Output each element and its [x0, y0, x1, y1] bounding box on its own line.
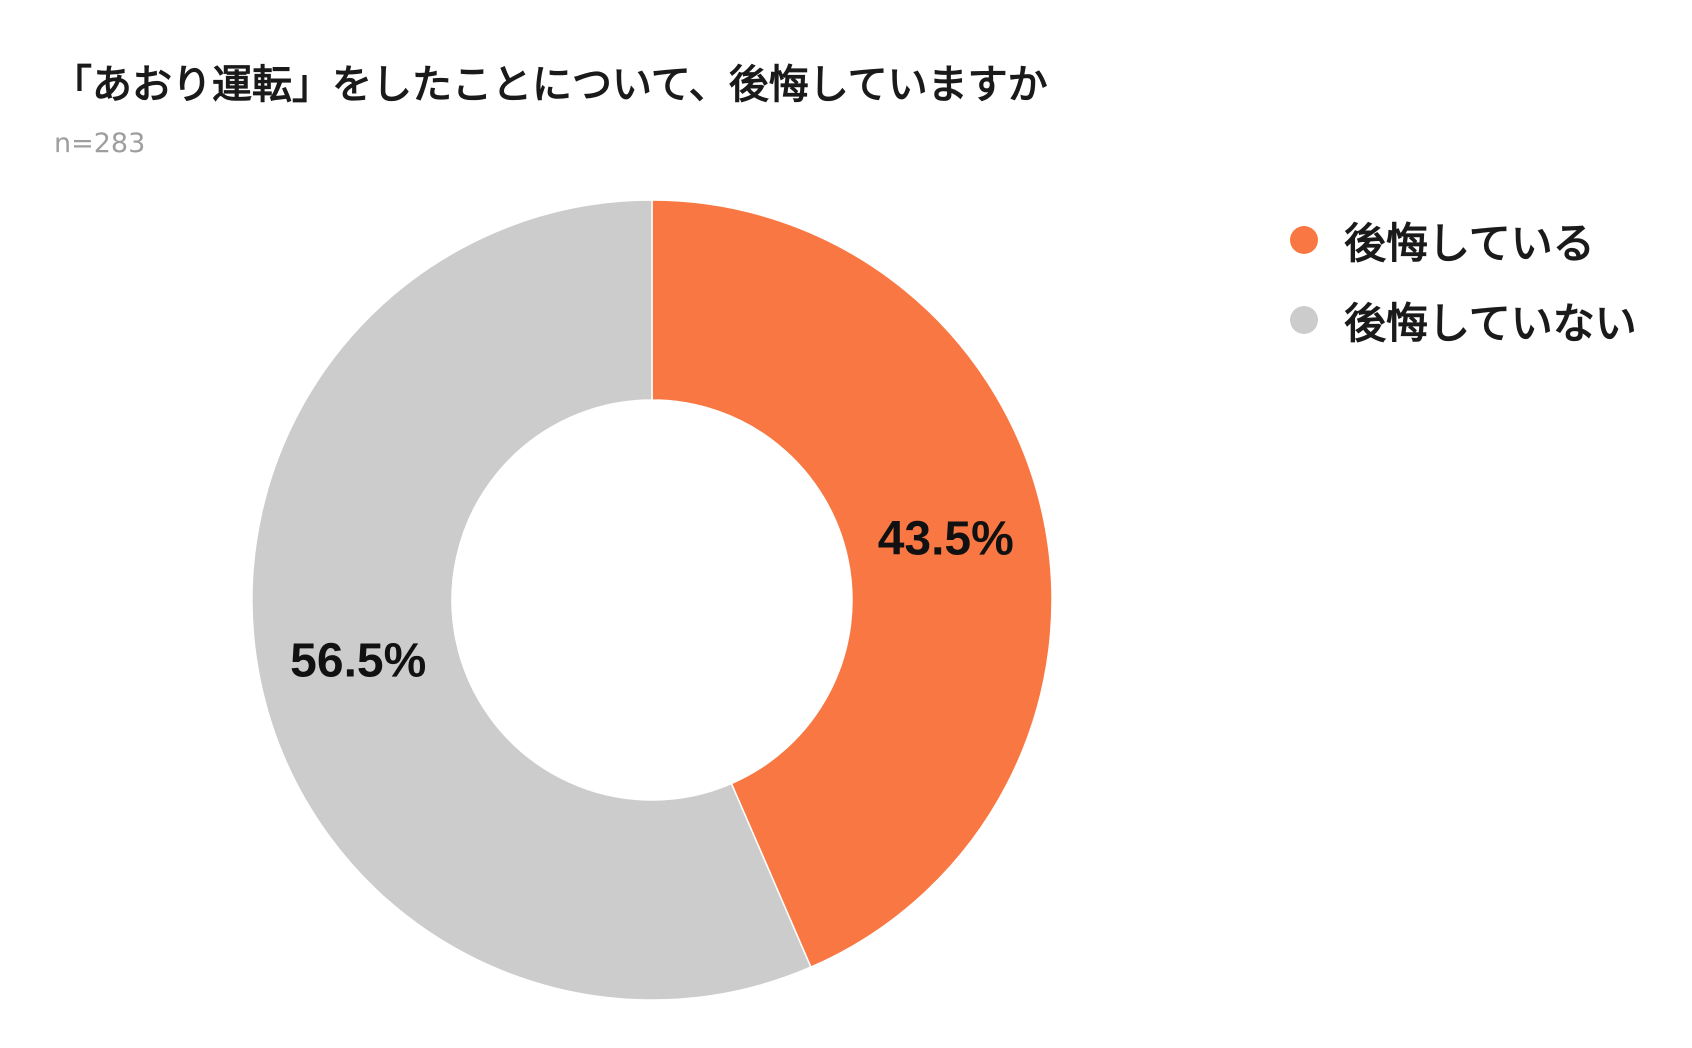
chart-legend: 後悔している 後悔していない — [1290, 200, 1637, 360]
legend-label-regret: 後悔している — [1344, 218, 1595, 268]
legend-swatch-no-regret — [1290, 306, 1318, 334]
legend-item-regret: 後悔している — [1290, 200, 1637, 280]
legend-swatch-regret — [1290, 226, 1318, 254]
legend-label-no-regret: 後悔していない — [1344, 298, 1637, 348]
donut-slice-labels: 43.5% 56.5% — [290, 513, 1014, 688]
slice-regret — [651, 199, 1053, 969]
slice-no-regret — [251, 199, 812, 1001]
donut-slices — [251, 199, 1053, 1001]
chart-title: 「あおり運転」をしたことについて、後悔していますか — [52, 62, 1048, 108]
slice-label-regret: 43.5% — [878, 513, 1014, 566]
chart-subtitle: n=283 — [54, 128, 146, 159]
slice-label-no-regret: 56.5% — [290, 634, 426, 687]
legend-item-no-regret: 後悔していない — [1290, 280, 1637, 360]
